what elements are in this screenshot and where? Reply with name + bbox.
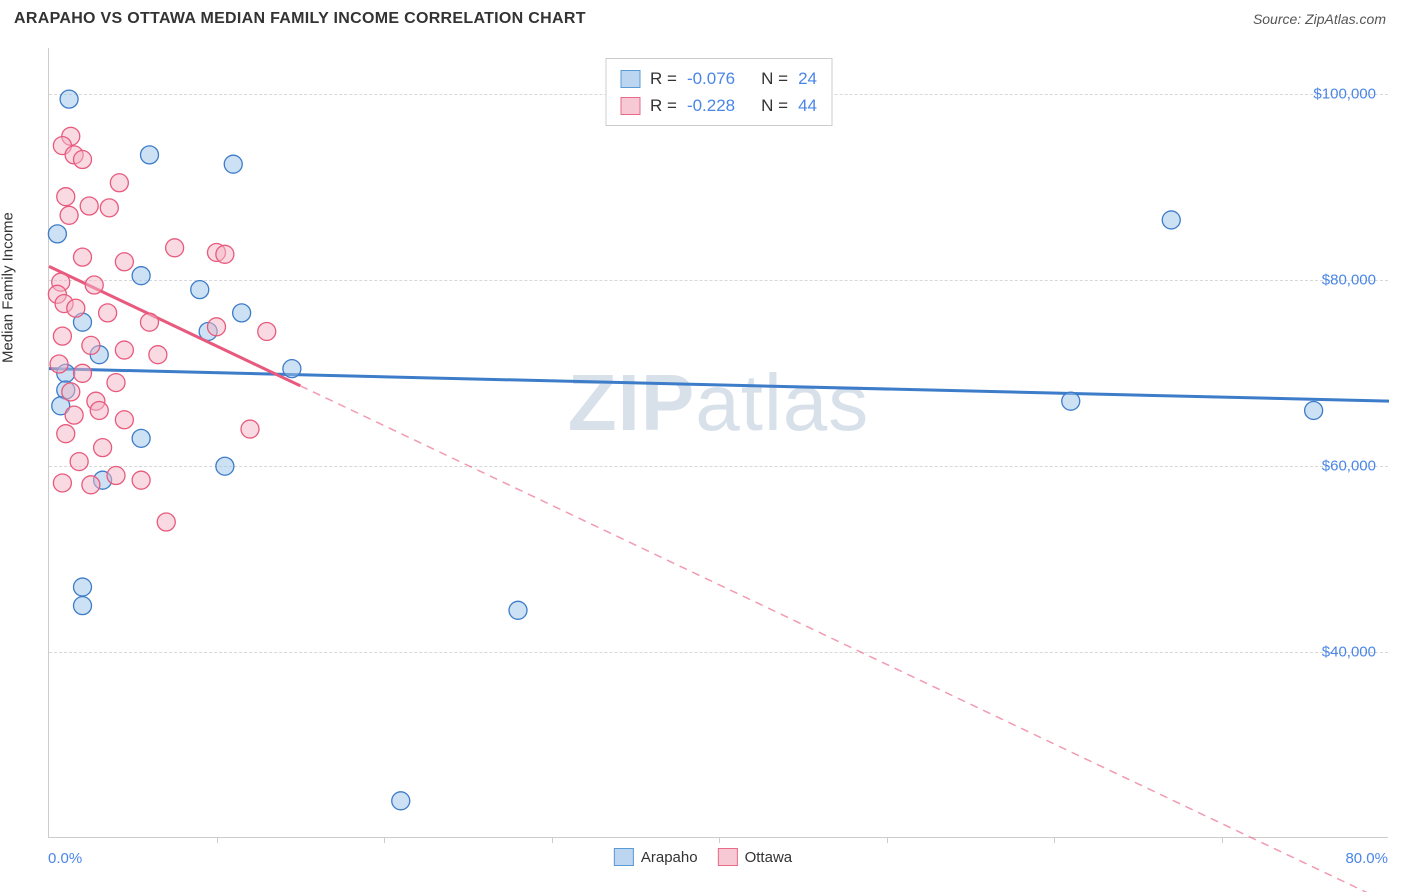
- x-tick: [887, 837, 888, 843]
- data-point: [60, 206, 78, 224]
- data-point: [53, 474, 71, 492]
- chart-plot-area: ZIPatlas R =-0.076N =24R =-0.228N =44 $4…: [48, 48, 1388, 838]
- data-point: [258, 322, 276, 340]
- series-legend: Arapaho Ottawa: [614, 848, 792, 866]
- data-point: [233, 304, 251, 322]
- stats-row: R = -0.076 N = 24: [620, 65, 817, 92]
- data-point: [57, 188, 75, 206]
- data-point: [74, 364, 92, 382]
- data-point: [115, 411, 133, 429]
- data-point: [107, 374, 125, 392]
- legend-item: Ottawa: [718, 848, 793, 866]
- data-point: [50, 355, 68, 373]
- legend-swatch: [620, 97, 640, 115]
- data-point: [90, 401, 108, 419]
- r-value: -0.228: [687, 92, 735, 119]
- x-tick: [217, 837, 218, 843]
- data-point: [60, 90, 78, 108]
- n-value: 24: [798, 65, 817, 92]
- x-tick: [1222, 837, 1223, 843]
- source-label: Source: ZipAtlas.com: [1253, 11, 1386, 27]
- r-value: -0.076: [687, 65, 735, 92]
- legend-label: Ottawa: [745, 849, 793, 866]
- data-point: [62, 383, 80, 401]
- data-point: [80, 197, 98, 215]
- data-point: [57, 425, 75, 443]
- data-point: [132, 267, 150, 285]
- data-point: [53, 327, 71, 345]
- data-point: [99, 304, 117, 322]
- legend-item: Arapaho: [614, 848, 698, 866]
- data-point: [216, 457, 234, 475]
- scatter-svg: [49, 48, 1388, 837]
- data-point: [74, 597, 92, 615]
- data-point: [132, 429, 150, 447]
- data-point: [149, 346, 167, 364]
- data-point: [100, 199, 118, 217]
- data-point: [208, 318, 226, 336]
- y-axis-title: Median Family Income: [0, 212, 17, 363]
- data-point: [107, 467, 125, 485]
- data-point: [191, 281, 209, 299]
- data-point: [224, 155, 242, 173]
- legend-swatch: [718, 848, 738, 866]
- legend-swatch: [620, 70, 640, 88]
- data-point: [74, 151, 92, 169]
- data-point: [241, 420, 259, 438]
- data-point: [509, 601, 527, 619]
- stats-row: R = -0.228 N = 44: [620, 92, 817, 119]
- data-point: [392, 792, 410, 810]
- data-point: [141, 146, 159, 164]
- data-point: [141, 313, 159, 331]
- data-point: [132, 471, 150, 489]
- x-min-label: 0.0%: [48, 850, 82, 867]
- data-point: [166, 239, 184, 257]
- data-point: [110, 174, 128, 192]
- r-label: R =: [650, 92, 677, 119]
- data-point: [157, 513, 175, 531]
- legend-label: Arapaho: [641, 849, 698, 866]
- data-point: [85, 276, 103, 294]
- n-label: N =: [761, 65, 788, 92]
- chart-title: ARAPAHO VS OTTAWA MEDIAN FAMILY INCOME C…: [14, 10, 586, 28]
- x-max-label: 80.0%: [1345, 850, 1388, 867]
- data-point: [1305, 401, 1323, 419]
- stats-legend: R = -0.076 N = 24 R = -0.228 N = 44: [605, 58, 832, 126]
- data-point: [65, 406, 83, 424]
- legend-swatch: [614, 848, 634, 866]
- n-label: N =: [761, 92, 788, 119]
- x-tick: [1054, 837, 1055, 843]
- data-point: [82, 476, 100, 494]
- data-point: [216, 245, 234, 263]
- x-tick: [552, 837, 553, 843]
- data-point: [1162, 211, 1180, 229]
- data-point: [74, 248, 92, 266]
- x-tick: [719, 837, 720, 843]
- trend-line-dashed: [300, 386, 1389, 892]
- data-point: [82, 336, 100, 354]
- x-tick: [384, 837, 385, 843]
- data-point: [283, 360, 301, 378]
- data-point: [74, 578, 92, 596]
- n-value: 44: [798, 92, 817, 119]
- data-point: [1062, 392, 1080, 410]
- data-point: [48, 225, 66, 243]
- data-point: [70, 453, 88, 471]
- r-label: R =: [650, 65, 677, 92]
- data-point: [94, 439, 112, 457]
- data-point: [67, 299, 85, 317]
- trend-line: [49, 369, 1389, 402]
- data-point: [115, 253, 133, 271]
- data-point: [115, 341, 133, 359]
